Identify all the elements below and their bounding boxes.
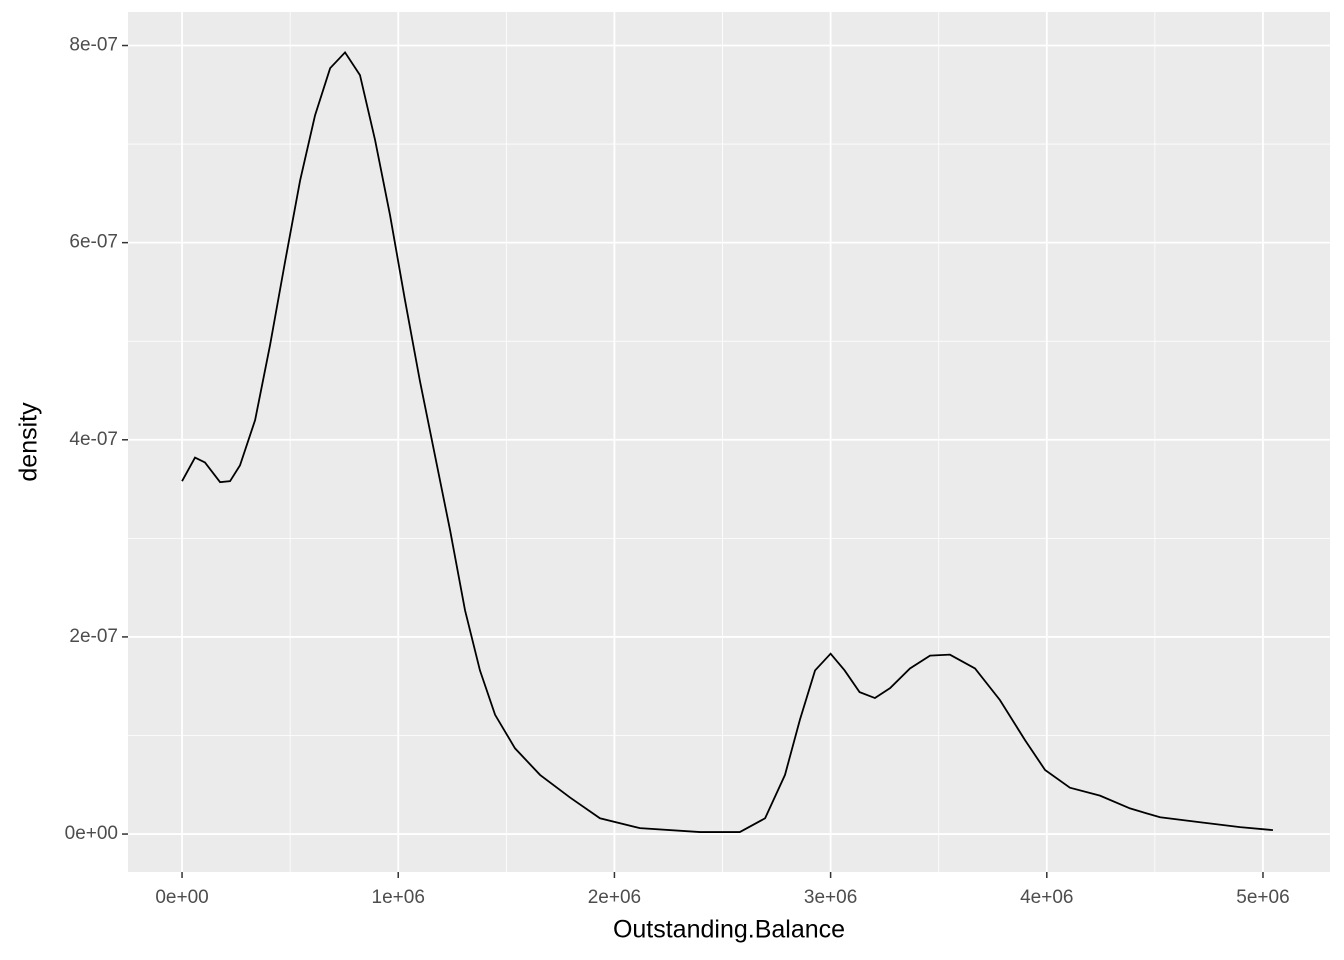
- density-line: [181, 50, 1274, 833]
- x-tick-label: 3e+06: [804, 887, 857, 908]
- y-tick-label: 0e+00: [65, 823, 118, 844]
- x-axis-title: Outstanding.Balance: [613, 916, 845, 944]
- x-tick-label: 2e+06: [588, 887, 641, 908]
- plot-background: [128, 12, 1330, 872]
- y-tick-label: 4e-07: [69, 429, 118, 450]
- x-tick-label: 5e+06: [1236, 887, 1289, 908]
- y-tick-label: 2e-07: [69, 626, 118, 647]
- x-tick-label: 4e+06: [1020, 887, 1073, 908]
- y-tick-label: 8e-07: [69, 35, 118, 56]
- x-tick-label: 0e+00: [155, 887, 208, 908]
- x-tick-label: 1e+06: [372, 887, 425, 908]
- y-tick-label: 6e-07: [69, 232, 118, 253]
- y-axis-title: density: [15, 402, 43, 482]
